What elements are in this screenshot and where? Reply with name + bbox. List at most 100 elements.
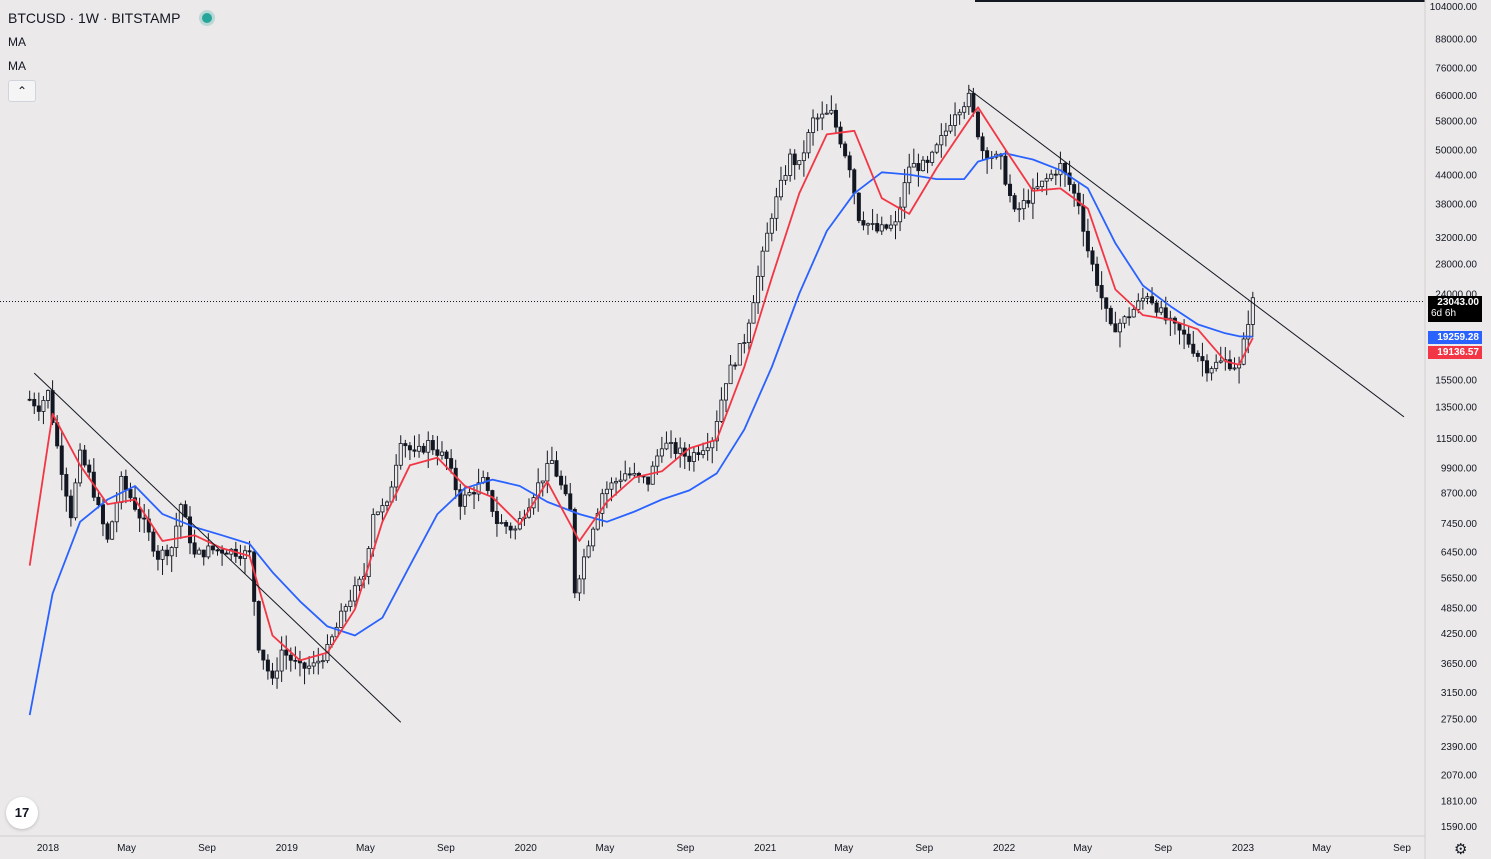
y-tick-label: 8700.00 bbox=[1441, 489, 1478, 500]
candle-body bbox=[1008, 183, 1013, 196]
trendline[interactable] bbox=[33, 372, 402, 723]
bar-countdown: 6d 6h bbox=[1431, 308, 1457, 319]
symbol-title[interactable]: BTCUSD · 1W · BITSTAMP bbox=[8, 10, 181, 26]
candle-body bbox=[1163, 307, 1168, 321]
candle-body bbox=[577, 578, 582, 594]
price-axis[interactable]: 104000.00 88000.00 76000.00 66000.00 58000.0… bbox=[1430, 2, 1478, 833]
candle-body bbox=[256, 601, 261, 651]
candle-body bbox=[980, 136, 985, 152]
candle-body bbox=[444, 451, 449, 459]
candle-body bbox=[920, 159, 925, 172]
candle-body bbox=[1095, 263, 1100, 286]
x-tick-label: Sep bbox=[198, 843, 216, 854]
ma-fast-line bbox=[28, 106, 1254, 662]
last-price-tag: 23043.00 6d 6h bbox=[1428, 296, 1482, 322]
candle-body bbox=[27, 398, 32, 401]
candle-body bbox=[879, 224, 884, 232]
candle-series bbox=[27, 84, 1255, 689]
candle-body bbox=[128, 489, 133, 499]
candle-body bbox=[1076, 192, 1081, 207]
candle-body bbox=[875, 223, 880, 232]
moving-averages bbox=[28, 106, 1254, 716]
candle-body bbox=[673, 442, 678, 454]
candle-body bbox=[403, 443, 408, 447]
candle-body bbox=[1090, 250, 1095, 265]
y-tick-label: 13500.00 bbox=[1435, 402, 1477, 413]
candle-body bbox=[311, 662, 316, 667]
x-tick-label: May bbox=[1312, 843, 1331, 854]
candle-body bbox=[714, 421, 719, 442]
candle-body bbox=[595, 512, 600, 530]
collapse-legend-button[interactable]: ⌃ bbox=[8, 80, 36, 102]
candle-body bbox=[160, 549, 165, 560]
y-tick-label: 5650.00 bbox=[1441, 573, 1478, 584]
candle-body bbox=[302, 662, 307, 669]
x-tick-label: 2021 bbox=[754, 843, 777, 854]
candle-body bbox=[476, 482, 481, 495]
x-tick-label: 2022 bbox=[993, 843, 1016, 854]
candle-body bbox=[1159, 307, 1164, 313]
candle-body bbox=[1200, 356, 1205, 362]
candle-body bbox=[655, 455, 660, 467]
candle-body bbox=[975, 111, 980, 138]
candle-body bbox=[1209, 368, 1214, 374]
x-tick-label: 2019 bbox=[276, 843, 299, 854]
candle-body bbox=[357, 578, 362, 587]
candle-body bbox=[265, 659, 270, 672]
candle-body bbox=[59, 445, 64, 475]
candle-body bbox=[1127, 316, 1132, 319]
ma-indicator-1[interactable]: MA bbox=[8, 35, 26, 49]
candle-body bbox=[270, 670, 275, 679]
candle-body bbox=[485, 477, 490, 491]
candle-body bbox=[73, 482, 78, 519]
y-tick-label: 104000.00 bbox=[1430, 2, 1478, 13]
candle-body bbox=[888, 224, 893, 229]
candle-body bbox=[866, 223, 871, 226]
candle-body bbox=[110, 521, 115, 540]
candle-body bbox=[1131, 308, 1136, 318]
candle-body bbox=[215, 549, 220, 552]
tradingview-logo[interactable]: 17 bbox=[6, 797, 38, 829]
candle-body bbox=[609, 482, 614, 490]
candle-body bbox=[1195, 352, 1200, 357]
candle-body bbox=[751, 302, 756, 324]
candle-body bbox=[811, 117, 816, 133]
y-tick-label: 58000.00 bbox=[1435, 116, 1477, 127]
candle-body bbox=[210, 545, 215, 551]
ma-indicator-2[interactable]: MA bbox=[8, 59, 26, 73]
y-tick-label: 3650.00 bbox=[1441, 659, 1478, 670]
x-tick-label: Sep bbox=[1154, 843, 1172, 854]
x-tick-label: 2023 bbox=[1232, 843, 1255, 854]
candle-body bbox=[453, 467, 458, 491]
candle-body bbox=[513, 528, 518, 531]
x-tick-label: 2020 bbox=[515, 843, 538, 854]
candle-body bbox=[1072, 184, 1077, 194]
candle-body bbox=[632, 472, 637, 476]
y-tick-label: 44000.00 bbox=[1435, 171, 1477, 182]
candle-body bbox=[591, 528, 596, 547]
candle-body bbox=[1053, 173, 1058, 176]
time-axis[interactable]: 2018 May Sep 2019 May Sep 2020 May Sep 2021 May Sep… bbox=[37, 843, 1411, 854]
candle-body bbox=[348, 600, 353, 608]
candle-body bbox=[618, 479, 623, 482]
candle-body bbox=[261, 649, 266, 661]
x-tick-label: Sep bbox=[915, 843, 933, 854]
gear-icon[interactable]: ⚙ bbox=[1454, 841, 1468, 858]
candle-body bbox=[540, 480, 545, 484]
candle-body bbox=[554, 460, 559, 477]
x-tick-label: Sep bbox=[1393, 843, 1411, 854]
trendline[interactable] bbox=[968, 88, 1405, 418]
candle-body bbox=[1154, 302, 1159, 313]
candle-body bbox=[36, 405, 41, 412]
candle-body bbox=[412, 449, 417, 452]
candle-body bbox=[943, 130, 948, 136]
candle-body bbox=[797, 160, 802, 166]
ma-slow-price-tag: 19259.28 bbox=[1428, 331, 1482, 344]
candle-body bbox=[953, 114, 958, 126]
candle-body bbox=[504, 522, 509, 527]
candle-body bbox=[1117, 322, 1122, 333]
trendlines[interactable] bbox=[33, 88, 1405, 723]
candle-body bbox=[490, 490, 495, 512]
candle-body bbox=[930, 151, 935, 163]
